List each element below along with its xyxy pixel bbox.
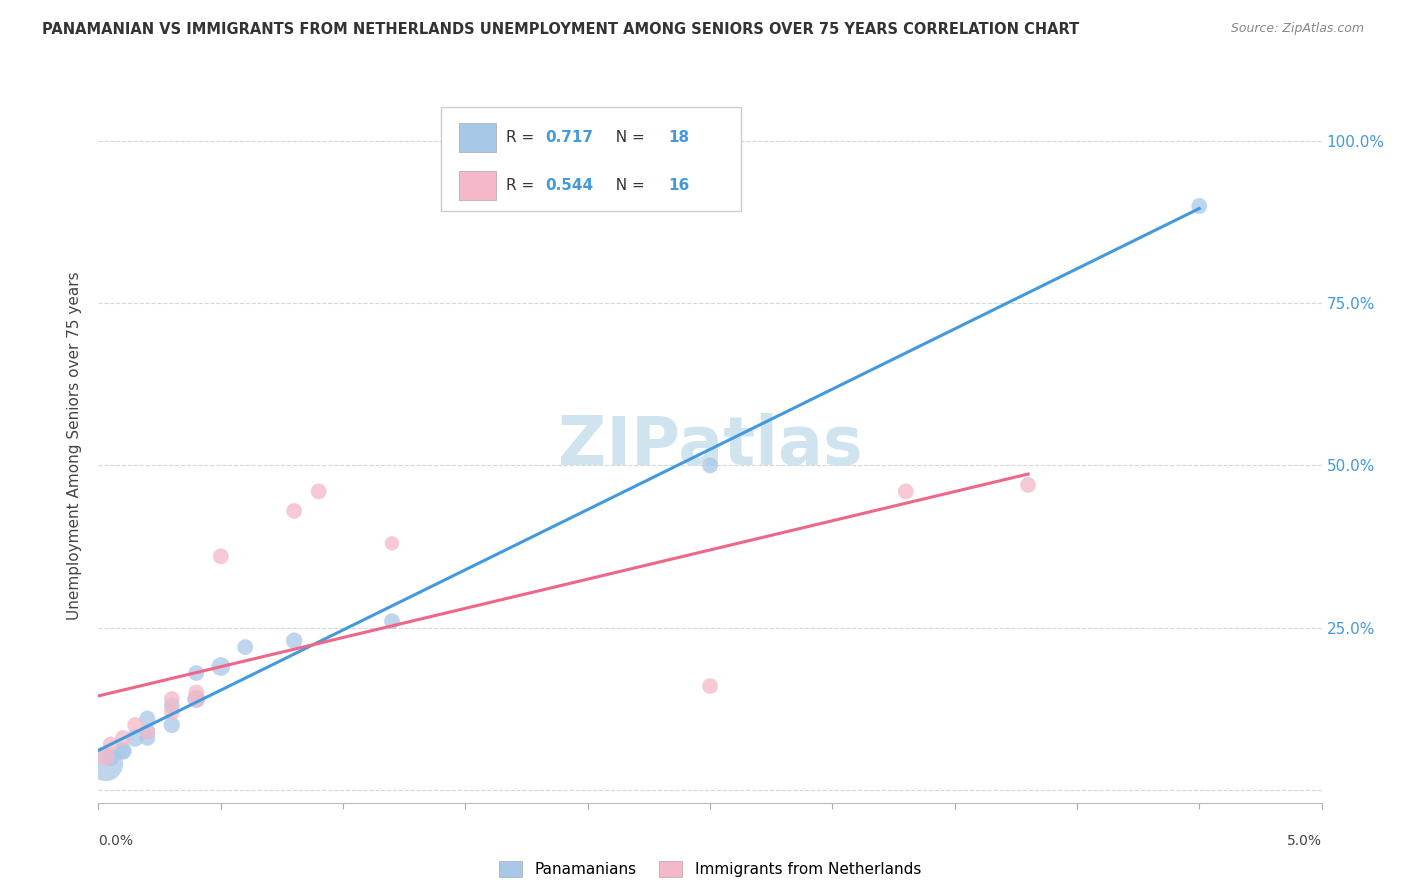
Point	[111, 744, 134, 758]
Point	[136, 724, 159, 739]
Point	[124, 731, 146, 745]
Text: 16: 16	[668, 178, 690, 193]
Point	[100, 750, 122, 764]
Text: Source: ZipAtlas.com: Source: ZipAtlas.com	[1230, 22, 1364, 36]
Text: 18: 18	[668, 129, 689, 145]
Point	[1017, 478, 1039, 492]
Point	[699, 679, 721, 693]
Text: 0.0%: 0.0%	[98, 834, 134, 848]
Point	[186, 666, 208, 681]
Point	[160, 692, 183, 706]
FancyBboxPatch shape	[460, 171, 496, 200]
Point	[136, 711, 159, 725]
Text: N =: N =	[606, 129, 650, 145]
Text: 0.544: 0.544	[546, 178, 593, 193]
Point	[186, 692, 208, 706]
Point	[381, 536, 404, 550]
Point	[111, 731, 134, 745]
Text: 5.0%: 5.0%	[1286, 834, 1322, 848]
Point	[283, 633, 305, 648]
Point	[283, 504, 305, 518]
FancyBboxPatch shape	[441, 107, 741, 211]
Text: PANAMANIAN VS IMMIGRANTS FROM NETHERLANDS UNEMPLOYMENT AMONG SENIORS OVER 75 YEA: PANAMANIAN VS IMMIGRANTS FROM NETHERLAND…	[42, 22, 1080, 37]
Point	[1188, 199, 1211, 213]
Point	[124, 718, 146, 732]
Text: R =: R =	[506, 178, 538, 193]
Y-axis label: Unemployment Among Seniors over 75 years: Unemployment Among Seniors over 75 years	[67, 272, 83, 620]
Point	[100, 738, 122, 752]
Point	[160, 698, 183, 713]
Point	[186, 692, 208, 706]
Point	[381, 614, 404, 628]
Point	[160, 705, 183, 719]
Legend: Panamanians, Immigrants from Netherlands: Panamanians, Immigrants from Netherlands	[499, 862, 921, 877]
Point	[186, 685, 208, 699]
Point	[111, 744, 134, 758]
Point	[699, 458, 721, 473]
FancyBboxPatch shape	[460, 122, 496, 152]
Point	[209, 549, 232, 564]
Point	[233, 640, 256, 654]
Point	[94, 756, 117, 771]
Text: R =: R =	[506, 129, 538, 145]
Point	[308, 484, 330, 499]
Point	[160, 718, 183, 732]
Point	[136, 724, 159, 739]
Point	[209, 659, 232, 673]
Point	[894, 484, 917, 499]
Point	[94, 750, 117, 764]
Text: ZIPatlas: ZIPatlas	[558, 413, 862, 479]
Text: N =: N =	[606, 178, 650, 193]
Text: 0.717: 0.717	[546, 129, 593, 145]
Point	[136, 731, 159, 745]
